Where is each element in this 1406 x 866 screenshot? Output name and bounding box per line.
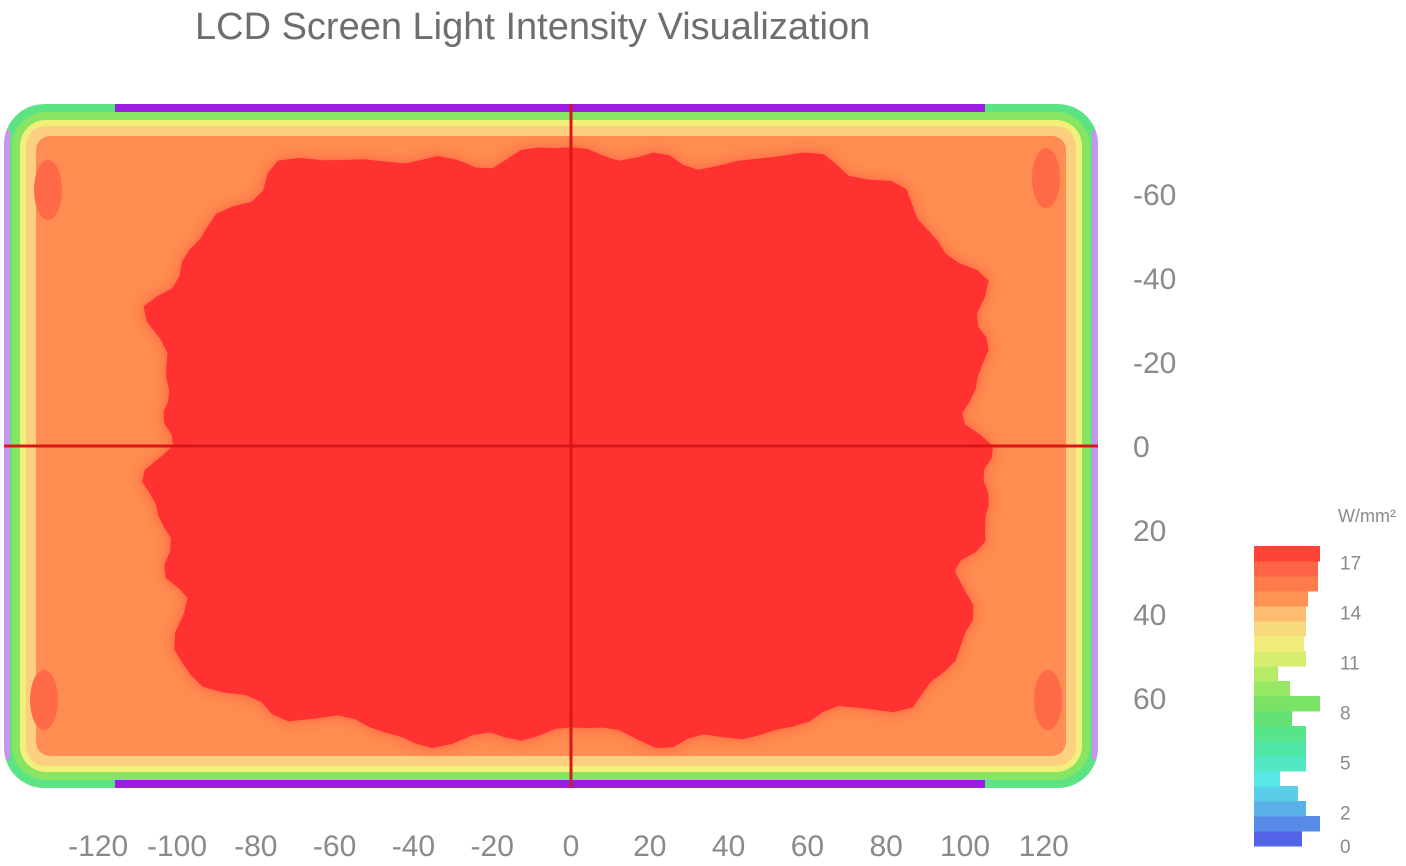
colorbar-segment xyxy=(1254,831,1302,847)
x-tick-label: 80 xyxy=(870,830,903,863)
x-axis-ticks: -120 -100 -80 -60 -40 -20 0 20 40 60 80 100 120 xyxy=(68,830,1069,863)
x-tick-label: -20 xyxy=(471,830,514,863)
y-tick-label: 0 xyxy=(1133,431,1150,464)
x-tick-label: -60 xyxy=(313,830,356,863)
colorbar-tick-label: 14 xyxy=(1340,604,1362,625)
y-tick-label: -20 xyxy=(1133,347,1176,380)
colorbar-segment xyxy=(1254,576,1318,592)
y-tick-label: -40 xyxy=(1133,263,1176,296)
colorbar-segment xyxy=(1254,816,1320,832)
colorbar-segment xyxy=(1254,606,1306,622)
colorbar-tick-label: 2 xyxy=(1340,804,1351,825)
x-tick-label: 20 xyxy=(633,830,666,863)
y-axis-ticks: -60 -40 -20 0 20 40 60 xyxy=(1133,179,1176,716)
x-tick-label: -40 xyxy=(392,830,435,863)
colorbar-segment xyxy=(1254,801,1306,817)
colorbar-tick-label: 5 xyxy=(1340,754,1351,775)
colorbar-segment xyxy=(1254,651,1306,667)
colorbar-segment xyxy=(1254,621,1306,637)
y-tick-label: 60 xyxy=(1133,683,1166,716)
colorbar-segment xyxy=(1254,771,1280,787)
colorbar-segment xyxy=(1254,561,1318,577)
colorbar: W/mm² 0 2 5 8 11 14 17 xyxy=(1254,506,1396,858)
x-tick-label: 40 xyxy=(712,830,745,863)
colorbar-segment xyxy=(1254,786,1298,802)
x-tick-label: -80 xyxy=(234,830,277,863)
corner-hotspot-4 xyxy=(1034,670,1062,730)
x-tick-label: -100 xyxy=(147,830,207,863)
x-tick-label: -120 xyxy=(68,830,128,863)
colorbar-tick-label: 17 xyxy=(1340,554,1361,575)
colorbar-segment xyxy=(1254,711,1292,727)
intensity-band-low-bottom xyxy=(115,780,985,788)
corner-hotspot-1 xyxy=(34,160,62,220)
corner-hotspot-3 xyxy=(30,670,58,730)
y-tick-label: 20 xyxy=(1133,515,1166,548)
intensity-band-low-top xyxy=(115,104,985,112)
corner-hotspot-2 xyxy=(1032,148,1060,208)
chart-title: LCD Screen Light Intensity Visualization xyxy=(195,6,871,48)
x-tick-label: 120 xyxy=(1019,830,1069,863)
colorbar-segment xyxy=(1254,681,1290,697)
colorbar-segment xyxy=(1254,591,1308,607)
colorbar-segment xyxy=(1254,696,1320,712)
colorbar-segment xyxy=(1254,756,1306,772)
x-tick-label: 0 xyxy=(563,830,580,863)
x-tick-label: 60 xyxy=(791,830,824,863)
colorbar-unit: W/mm² xyxy=(1338,506,1396,526)
colorbar-tick-label: 11 xyxy=(1340,654,1360,675)
colorbar-tick-label: 8 xyxy=(1340,704,1351,725)
colorbar-segment xyxy=(1254,546,1320,562)
colorbar-tick-label: 0 xyxy=(1340,837,1351,858)
colorbar-segment xyxy=(1254,666,1278,682)
x-tick-label: 100 xyxy=(940,830,990,863)
intensity-band-center-glow xyxy=(142,147,993,749)
colorbar-segment xyxy=(1254,726,1306,742)
heatmap-plot-area xyxy=(4,104,1098,788)
colorbar-segment xyxy=(1254,636,1304,652)
colorbar-segment xyxy=(1254,741,1306,757)
y-tick-label: 40 xyxy=(1133,599,1166,632)
y-tick-label: -60 xyxy=(1133,179,1176,212)
